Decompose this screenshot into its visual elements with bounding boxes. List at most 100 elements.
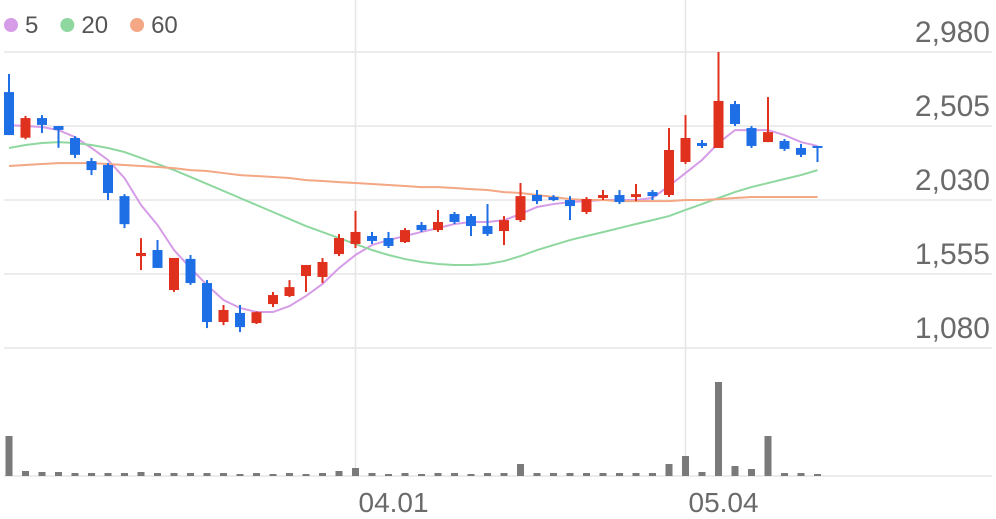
- candle-body: [746, 128, 757, 146]
- candle-body: [433, 221, 443, 231]
- volume-bar: [38, 472, 46, 476]
- candle-body: [515, 196, 526, 221]
- candle-body: [779, 140, 790, 149]
- y-tick-label: 1,555: [915, 238, 990, 271]
- volume-bar: [302, 474, 310, 476]
- volume-bar: [154, 473, 161, 476]
- volume-bar: [385, 474, 392, 476]
- candle-body: [70, 138, 80, 155]
- y-tick-label: 2,980: [915, 16, 990, 49]
- volume-bar: [467, 474, 475, 476]
- volume-bar: [665, 464, 673, 476]
- candle-body: [400, 230, 410, 243]
- ma-line: [8, 141, 818, 266]
- candle-body: [20, 118, 31, 138]
- candle-body: [103, 164, 113, 194]
- volume-bar: [55, 472, 62, 476]
- volume-bar: [484, 473, 491, 476]
- volume-bar: [434, 473, 442, 476]
- volume-bar: [203, 473, 211, 476]
- volume-bar: [715, 382, 722, 476]
- candle-body: [730, 104, 740, 124]
- candle-body: [466, 216, 476, 227]
- candle-body: [301, 264, 311, 277]
- volume-bar: [401, 473, 409, 476]
- candle-body: [482, 226, 493, 234]
- volume-bar: [451, 473, 458, 476]
- candle-body: [218, 309, 229, 322]
- volume-bar: [550, 473, 557, 476]
- volume-bar: [731, 466, 739, 476]
- volume-bar: [797, 473, 805, 476]
- candle-body: [350, 231, 361, 244]
- volume-bar: [583, 473, 590, 476]
- candle-body: [235, 312, 245, 328]
- volume-bar: [88, 473, 95, 476]
- candle-body: [548, 197, 559, 201]
- volume-bar: [764, 436, 772, 476]
- candle-body: [37, 118, 47, 125]
- legend-swatch: [4, 18, 18, 32]
- candle-body: [251, 312, 262, 324]
- volume-bar: [286, 473, 293, 476]
- candle-body: [86, 161, 97, 171]
- candle-body: [598, 195, 608, 198]
- volume-bar: [5, 436, 13, 476]
- candle-body: [119, 196, 130, 225]
- candle-body: [647, 192, 658, 197]
- volume-bar: [104, 473, 112, 476]
- x-tick-label: 05.04: [689, 487, 759, 518]
- volume-bar: [533, 473, 541, 476]
- candle-body: [383, 238, 394, 246]
- volume-bar: [352, 468, 359, 476]
- legend-label: 5: [25, 12, 38, 39]
- candle-body: [185, 258, 196, 284]
- volume-bar: [748, 469, 755, 476]
- volume-bar: [187, 473, 194, 476]
- candle-body: [532, 195, 542, 202]
- legend-swatch: [130, 18, 145, 32]
- volume-bar: [599, 473, 607, 476]
- volume-bar: [500, 473, 508, 476]
- volume-bar: [368, 473, 376, 476]
- x-tick-label: 04.01: [359, 487, 429, 518]
- ma-line: [8, 162, 818, 203]
- volume-bar: [170, 473, 178, 476]
- candle-body: [713, 100, 724, 148]
- candle-body: [4, 92, 14, 136]
- volume-bar: [71, 473, 79, 476]
- volume-bar: [319, 473, 326, 476]
- volume-bar: [517, 464, 524, 476]
- volume-bar: [616, 473, 623, 476]
- volume-bar: [137, 472, 145, 476]
- legend-label: 20: [81, 12, 108, 39]
- volume-bar: [698, 472, 706, 476]
- candle-body: [268, 295, 278, 305]
- volume-bar: [236, 474, 244, 476]
- volume-bar: [814, 474, 821, 476]
- candle-body: [763, 132, 773, 143]
- volume-bar: [418, 474, 425, 476]
- candle-body: [152, 250, 163, 268]
- ma-line: [8, 124, 818, 314]
- legend-label: 60: [151, 12, 178, 39]
- candle-body: [697, 143, 707, 146]
- volume-bar: [566, 473, 574, 476]
- volume-bar: [121, 473, 128, 476]
- candle-body: [664, 150, 674, 196]
- candle-body: [565, 200, 575, 207]
- volume-bar: [269, 474, 277, 476]
- volume-bar: [220, 473, 227, 476]
- candle-body: [202, 283, 212, 322]
- candle-body: [796, 147, 806, 155]
- candle-body: [53, 126, 64, 130]
- y-tick-label: 1,080: [915, 312, 990, 345]
- volume-bar: [632, 473, 640, 476]
- candle-body: [416, 224, 427, 231]
- candle-body: [317, 262, 328, 277]
- volume-bar: [335, 471, 343, 476]
- candle-body: [680, 138, 691, 163]
- candle-body: [367, 235, 377, 241]
